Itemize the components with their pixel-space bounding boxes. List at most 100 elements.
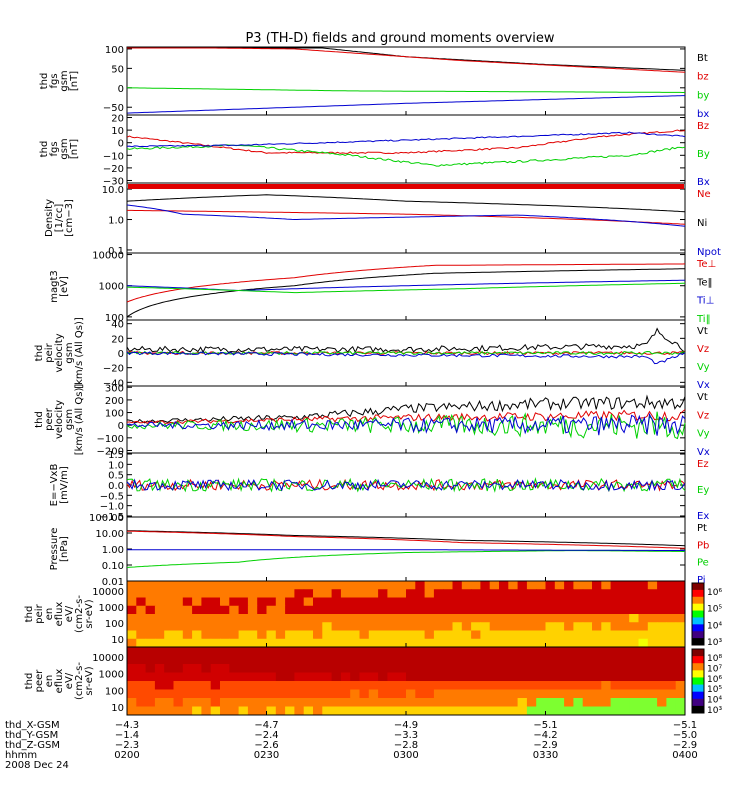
spectrogram-cell <box>443 664 453 673</box>
spectrogram-cell <box>127 681 137 690</box>
spectrogram-cell <box>647 647 658 656</box>
series-line <box>127 47 686 71</box>
spectrogram-cell <box>406 672 416 682</box>
spectrogram-cell <box>471 647 481 656</box>
spectrogram-cell <box>638 706 649 716</box>
spectrogram-cell <box>666 698 677 707</box>
spectrogram-cell <box>266 664 277 673</box>
spectrogram-cell <box>229 706 240 716</box>
spectrogram-cell <box>173 614 184 623</box>
spectrogram-cell <box>424 681 435 690</box>
spectrogram-cell <box>154 706 165 716</box>
x-axis-value: −5.0 <box>673 730 697 741</box>
spectrogram-cell <box>489 597 500 607</box>
spectrogram-cell <box>619 647 630 656</box>
spectrogram-cell <box>145 706 156 716</box>
spectrogram-cell <box>406 655 416 665</box>
spectrogram-cell <box>452 698 463 707</box>
x-axis-value: −4.7 <box>254 720 278 731</box>
spectrogram-cell <box>638 581 649 590</box>
spectrogram-cell <box>499 614 509 623</box>
spectrogram-cell <box>294 605 305 615</box>
spectrogram-cell <box>322 630 333 640</box>
spectrogram-cell <box>387 698 398 707</box>
spectrogram-cell <box>266 630 277 640</box>
spectrogram-cell <box>471 622 481 631</box>
spectrogram-cell <box>164 605 174 615</box>
spectrogram-cell <box>452 597 463 607</box>
colorbar-segment <box>692 583 704 591</box>
spectrogram-cell <box>164 614 174 623</box>
spectrogram-cell <box>545 638 556 648</box>
spectrogram-cell <box>499 622 509 631</box>
spectrogram-cell <box>154 597 165 607</box>
spectrogram-cell <box>582 589 593 598</box>
spectrogram-cell <box>238 622 249 631</box>
spectrogram-cell <box>508 589 519 598</box>
spectrogram-cell <box>545 622 556 631</box>
spectrogram-cell <box>359 630 370 640</box>
spectrogram-cell <box>564 589 574 598</box>
spectrogram-cell <box>127 655 137 665</box>
spectrogram-cell <box>629 698 639 707</box>
x-axis-value: −3.3 <box>394 730 418 741</box>
y-axis-label: velocity <box>54 400 65 439</box>
spectrogram-cell <box>359 672 370 682</box>
spectrogram-cell <box>331 630 342 640</box>
y-axis-label: en <box>44 675 55 688</box>
series-line <box>126 478 686 492</box>
spectrogram-cell <box>619 706 630 716</box>
spectrogram-cell <box>554 605 565 615</box>
y-tick-label: −20 <box>103 164 124 175</box>
spectrogram-cell <box>145 672 156 682</box>
spectrogram-cell <box>331 605 342 615</box>
spectrogram-cell <box>238 630 249 640</box>
spectrogram-cell <box>554 638 565 648</box>
spectrogram-cell <box>257 589 267 598</box>
spectrogram-cell <box>313 706 323 716</box>
spectrogram-cell <box>461 681 472 690</box>
spectrogram-cell <box>499 655 509 665</box>
spectrogram-cell <box>582 706 593 716</box>
spectrogram-cell <box>285 698 295 707</box>
series-line <box>127 549 686 552</box>
spectrogram-cell <box>350 638 360 648</box>
spectrogram-cell <box>526 655 537 665</box>
spectrogram-cell <box>136 597 147 607</box>
spectrogram-cell <box>554 672 565 682</box>
spectrogram-cell <box>266 581 277 590</box>
spectrogram-cell <box>424 638 435 648</box>
spectrogram-cell <box>220 698 230 707</box>
spectrogram-cell <box>164 672 174 682</box>
spectrogram-cell <box>322 581 333 590</box>
y-tick-label: 0.5 <box>108 471 124 482</box>
spectrogram-cell <box>499 605 509 615</box>
spectrogram-cell <box>173 597 184 607</box>
spectrogram-cell <box>433 672 444 682</box>
spectrogram-cell <box>582 672 593 682</box>
spectrogram-cell <box>461 614 472 623</box>
spectrogram-cell <box>378 638 388 648</box>
y-tick-label: 0.10 <box>102 561 124 572</box>
spectrogram-cell <box>303 630 314 640</box>
spectrogram-cell <box>499 706 509 716</box>
spectrogram-cell <box>647 597 658 607</box>
spectrogram-cell <box>592 672 602 682</box>
spectrogram-cell <box>415 630 426 640</box>
x-axis-value: −4.3 <box>115 720 139 731</box>
spectrogram-cell <box>313 689 323 699</box>
spectrogram-cell <box>601 638 612 648</box>
spectrogram-cell <box>396 597 407 607</box>
spectrogram-cell <box>526 672 537 682</box>
spectrogram-cell <box>378 605 388 615</box>
spectrogram-cell <box>257 681 267 690</box>
spectrogram-cell <box>480 597 491 607</box>
panel-frame <box>126 252 686 321</box>
spectrogram-cell <box>396 689 407 699</box>
spectrogram-cell <box>452 605 463 615</box>
spectrogram-cell <box>313 589 323 598</box>
spectrogram-cell <box>601 581 612 590</box>
spectrogram-cell <box>154 689 165 699</box>
spectrogram-cell <box>145 581 156 590</box>
spectrogram-cell <box>257 614 267 623</box>
